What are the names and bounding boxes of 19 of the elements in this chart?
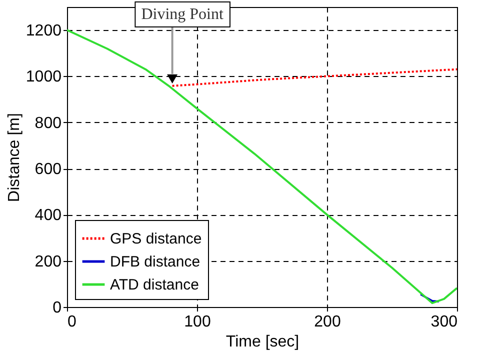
y-axis-title: Distance [m] bbox=[6, 113, 23, 202]
y-tick-label: 400 bbox=[34, 207, 62, 224]
line-series bbox=[67, 29, 457, 304]
x-tick-label: 200 bbox=[314, 314, 341, 330]
x-tick-label: 0 bbox=[68, 314, 76, 330]
legend-label: DFB distance bbox=[110, 254, 200, 270]
annotation: Diving Point bbox=[141, 6, 224, 23]
y-tick-label: 0 bbox=[52, 300, 62, 316]
y-tick-label: 200 bbox=[34, 253, 62, 270]
x-tick-label: 300 bbox=[430, 314, 458, 330]
x-tick-label: 100 bbox=[184, 314, 211, 330]
legend-label: GPS distance bbox=[110, 230, 202, 248]
y-tick-label: 1000 bbox=[26, 68, 62, 86]
x-axis-title: Time [sec] bbox=[226, 334, 300, 350]
legend-label: ATD distance bbox=[110, 276, 199, 294]
y-tick-label: 600 bbox=[34, 161, 62, 178]
y-tick-label: 800 bbox=[34, 114, 62, 132]
y-tick-label: 1200 bbox=[26, 22, 62, 40]
line-series bbox=[171, 68, 457, 87]
